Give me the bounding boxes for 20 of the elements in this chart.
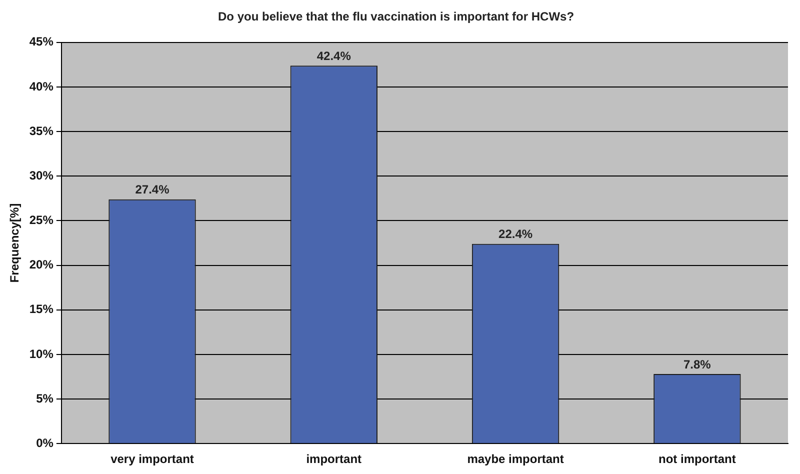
x-tick-label: not important <box>658 452 736 466</box>
x-tick-label: maybe important <box>467 452 564 466</box>
y-tick-label: 30% <box>29 168 54 182</box>
data-label: 42.4% <box>316 48 352 63</box>
chart-title: Do you believe that the flu vaccination is important for HCWs? <box>218 10 574 24</box>
data-label: 22.4% <box>498 227 533 242</box>
data-label: 7.8% <box>683 357 712 372</box>
y-tick-label: 25% <box>29 213 54 228</box>
y-tick-label: 10% <box>29 346 54 361</box>
y-tick-label: 40% <box>29 79 54 94</box>
y-tick-label: 0% <box>36 436 54 450</box>
y-tick-label: 45% <box>29 34 54 49</box>
y-axis-title: Frequency[%] <box>8 203 22 283</box>
x-tick-label: important <box>306 452 362 466</box>
y-tick-label: 5% <box>36 391 54 406</box>
y-tick-label: 20% <box>29 258 54 272</box>
data-label: 27.4% <box>135 182 170 197</box>
y-tick-label: 35% <box>29 124 54 138</box>
y-tick-label: 15% <box>29 302 54 316</box>
x-tick-label: very important <box>110 452 194 466</box>
